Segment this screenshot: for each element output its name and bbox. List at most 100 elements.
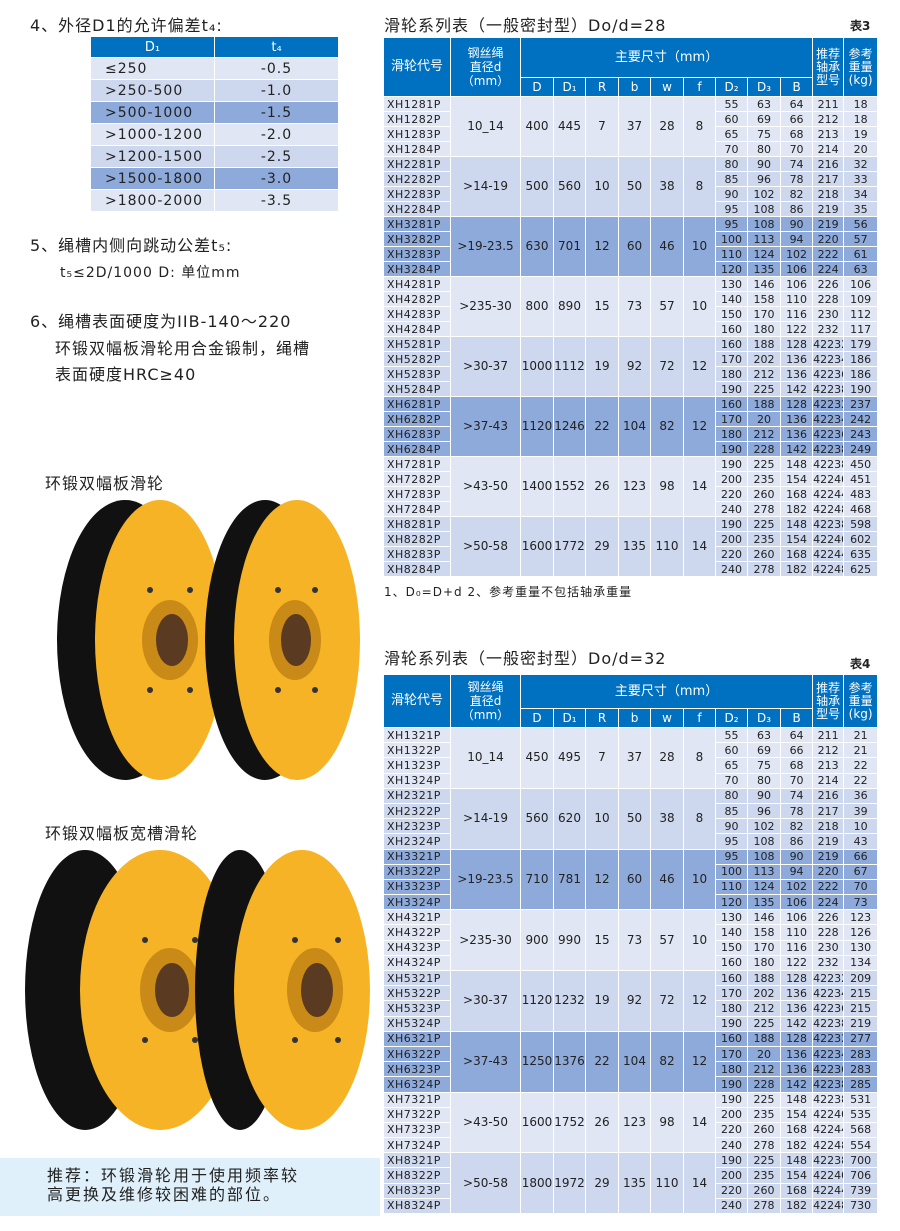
pulley-code: XH6283P: [383, 426, 451, 442]
table-row: XH6281P >37-43 1120 1246 22 104 82 12 160 188 128 4…: [383, 396, 879, 457]
pulley-code: XH2324P: [383, 833, 451, 850]
bearing-cell: 224: [812, 261, 845, 277]
pulley-code: XH7282P: [383, 471, 451, 487]
recommendation-band: 推荐：环锻滑轮用于使用频率较 高更换及维修较困难的部位。: [0, 1158, 380, 1216]
d3-cell: 180: [747, 321, 781, 337]
pulley-code: XH2323P: [383, 818, 451, 835]
table-row: XH3321P >19-23.5 710 781 12 60 46 10 95 108 90 219 6…: [383, 848, 879, 911]
subheader-cell: D₃: [747, 708, 781, 728]
dimension-cell: 500: [520, 156, 554, 217]
d2-cell: 70: [715, 141, 748, 157]
rope-diameter: >50-58: [450, 516, 521, 577]
pulley-code: XH4324P: [383, 954, 451, 972]
d2-cell: 80: [715, 787, 748, 804]
weight-cell: 186: [843, 351, 879, 367]
d3-cell: 212: [747, 366, 781, 382]
bearing-cell: 42238: [812, 516, 845, 532]
d3-cell: 235: [747, 1106, 781, 1123]
dimension-cell: 98: [650, 1091, 684, 1154]
d2-cell: 240: [715, 501, 748, 517]
d2-cell: 170: [715, 985, 748, 1002]
pulley-code: XH3284P: [383, 261, 451, 277]
b-cell: 74: [779, 156, 814, 172]
pulley-code: XH5284P: [383, 381, 451, 397]
bearing-cell: 219: [812, 216, 845, 232]
tolerance-cell: >1500-1800: [90, 167, 215, 190]
weight-cell: 21: [843, 726, 879, 744]
rope-diameter: >235-30: [450, 909, 521, 971]
d2-cell: 190: [715, 1152, 748, 1169]
d3-cell: 108: [747, 201, 781, 217]
b-cell: 66: [779, 111, 814, 127]
tolerance-header-row: D₁ t₄: [90, 36, 339, 58]
dimension-cell: 135: [618, 1152, 651, 1214]
bearing-cell: 213: [812, 757, 845, 774]
b-cell: 122: [779, 321, 814, 337]
dimension-cell: 630: [520, 216, 554, 277]
d2-cell: 150: [715, 939, 748, 956]
bearing-cell: 222: [812, 878, 845, 896]
weight-cell: 134: [843, 954, 879, 972]
d3-cell: 75: [747, 126, 781, 142]
dimension-cell: 990: [553, 909, 586, 971]
rope-diameter: >30-37: [450, 970, 521, 1032]
d3-cell: 235: [747, 531, 781, 547]
subheader-cell: R: [585, 77, 619, 97]
pulley-image: [205, 500, 360, 780]
bearing-cell: 214: [812, 141, 845, 157]
b-cell: 94: [779, 231, 814, 247]
pulley-code: XH4283P: [383, 306, 451, 322]
d2-cell: 190: [715, 441, 748, 457]
dimension-cell: 10: [585, 787, 619, 850]
bearing-cell: 42236: [812, 426, 845, 442]
dimension-cell: 1772: [553, 516, 586, 577]
d2-cell: 60: [715, 111, 748, 127]
dimension-cell: 37: [618, 96, 651, 157]
d3-cell: 113: [747, 863, 781, 880]
b-cell: 110: [779, 924, 814, 941]
pulley-code: XH5281P: [383, 336, 451, 352]
dimension-cell: 28: [650, 727, 684, 789]
dimension-cell: 1552: [553, 456, 586, 517]
pulley-code: XH7323P: [383, 1121, 451, 1139]
pulley-code: XH4322P: [383, 924, 451, 941]
b-cell: 116: [779, 306, 814, 322]
b-cell: 136: [779, 1045, 814, 1063]
weight-cell: 56: [843, 216, 879, 232]
weight-cell: 739: [843, 1182, 879, 1199]
d2-cell: 170: [715, 411, 748, 427]
d2-cell: 160: [715, 321, 748, 337]
d2-cell: 150: [715, 306, 748, 322]
bearing-cell: 232: [812, 321, 845, 337]
d2-cell: 180: [715, 1061, 748, 1078]
dimension-cell: 7: [585, 96, 619, 157]
d3-cell: 69: [747, 742, 781, 759]
pulley-code: XH6323P: [383, 1061, 451, 1078]
b-cell: 182: [779, 1137, 814, 1154]
subheader-cell: B: [779, 77, 814, 97]
pulley-code: XH8282P: [383, 531, 451, 547]
tolerance-cell: >1200-1500: [90, 145, 215, 168]
d3-cell: 75: [747, 757, 781, 774]
rope-diameter: 10_14: [450, 727, 521, 789]
table3-title: 滑轮系列表（一般密封型）Do/d=28: [384, 16, 667, 35]
dimension-cell: 135: [618, 516, 651, 577]
d3-cell: 20: [747, 411, 781, 427]
dimension-cell: 1600: [520, 516, 554, 577]
d3-cell: 228: [747, 1076, 781, 1093]
d3-cell: 63: [747, 726, 781, 744]
d2-cell: 60: [715, 742, 748, 759]
dimension-cell: 10: [683, 216, 716, 277]
bearing-cell: 232: [812, 954, 845, 972]
pulley-series-table-3: 滑轮代号 钢丝绳 直径d（mm） 主要尺寸（mm） 推荐 轴承 型号 参考 重量…: [383, 37, 879, 577]
tolerance-row: >250-500 -1.0: [90, 79, 339, 102]
tolerance-cell: >1800-2000: [90, 189, 215, 212]
b-cell: 154: [779, 471, 814, 487]
rope-diameter: >235-30: [450, 276, 521, 337]
rope-diameter: >37-43: [450, 396, 521, 457]
b-cell: 70: [779, 772, 814, 789]
weight-cell: 243: [843, 426, 879, 442]
